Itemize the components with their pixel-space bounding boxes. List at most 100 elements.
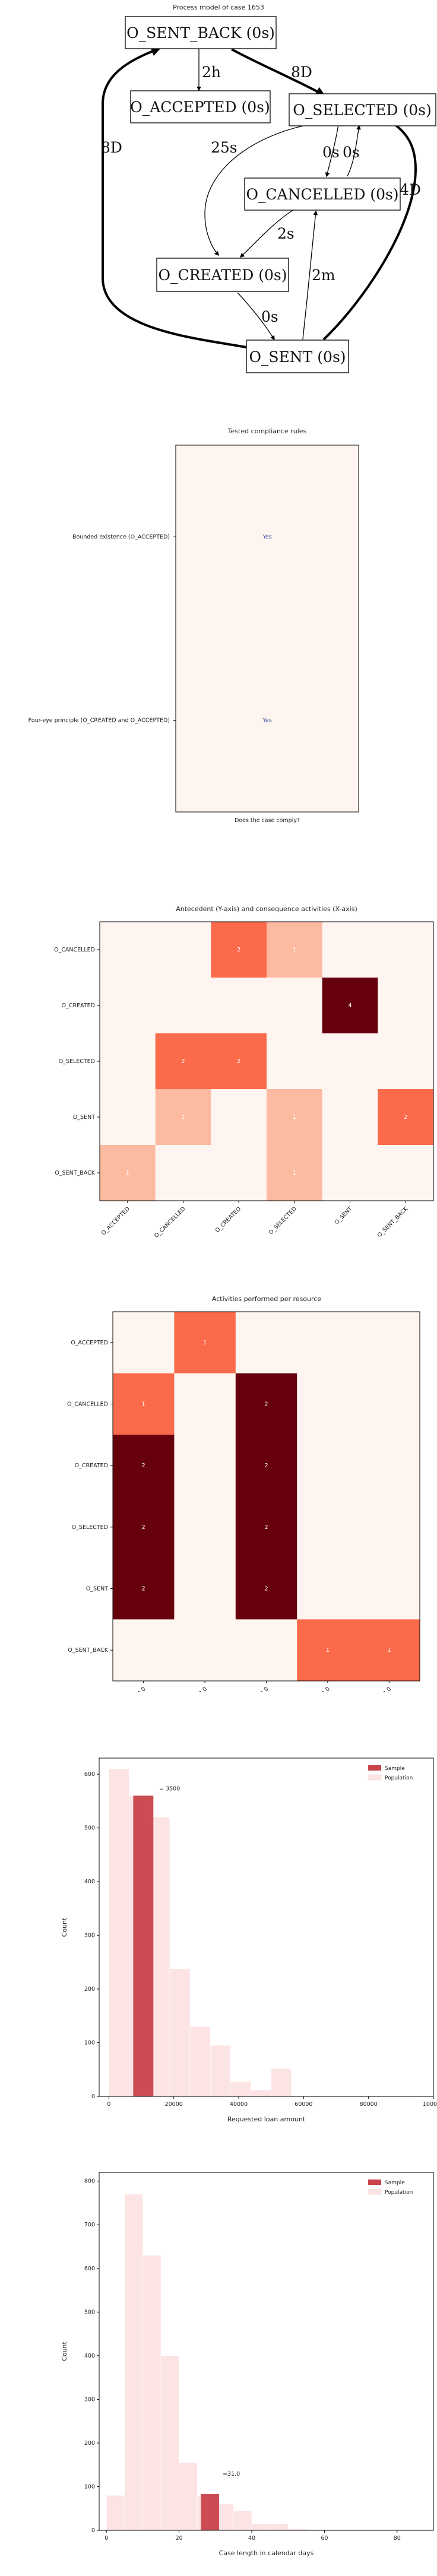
heatmap-cell [358, 1373, 420, 1435]
legend-swatch-sample [368, 2180, 381, 2185]
cell-value: 1 [142, 1401, 145, 1408]
heatmap-cell [297, 1312, 359, 1374]
heatmap-cell [211, 1145, 267, 1201]
edge-sent-sentback [102, 47, 247, 348]
x-axis-label: Does the case comply? [235, 817, 300, 824]
cell-value: Yes [262, 718, 271, 724]
y-tick-label: O_SELECTED [72, 1524, 108, 1531]
x-tick-label: O_ACCEPTED [100, 1205, 131, 1236]
plot-area [175, 445, 359, 813]
x-tick-label: 0 [107, 2101, 110, 2108]
x-tick-label: O_CANCELLED [153, 1205, 187, 1239]
process-model-graph: Process model of case 1653 2h 8D 8D 25s … [101, 4, 436, 373]
heatmap-cell [113, 1312, 175, 1374]
y-tick-label: 200 [84, 2440, 95, 2447]
y-tick-label: O_SENT_BACK [55, 1170, 95, 1176]
node-sent[interactable]: O_SENT (0s) [246, 340, 349, 373]
edge-cancelled-selected [347, 125, 361, 177]
heatmap-cell [235, 1312, 297, 1374]
legend-label-sample: Sample [385, 1766, 405, 1772]
loan-amount-histogram: 0 20000 40000 60000 80000 100000 0 100 200 300 400… [61, 1757, 437, 2123]
node-sentback[interactable]: O_SENT_BACK (0s) [125, 16, 277, 49]
y-tick-label: O_SENT [86, 1586, 108, 1592]
population-bar [106, 2495, 125, 2531]
x-tick-label: 20 [176, 2535, 183, 2542]
x-tick-label: 11203.0 [310, 1686, 331, 1692]
heatmap-cell [100, 922, 156, 978]
node-selected[interactable]: O_SELECTED (0s) [289, 93, 436, 126]
edge-label: 0s [343, 144, 360, 161]
sample-bar [201, 2493, 219, 2530]
heatmap-cell [100, 1033, 156, 1090]
edge-created-sent [237, 292, 275, 341]
node-cancelled[interactable]: O_CANCELLED (0s) [244, 177, 401, 211]
heatmap-cell [211, 1033, 267, 1090]
x-tick-label: 40 [248, 2535, 255, 2542]
heatmap-cell [235, 1619, 297, 1682]
cell-value: 2 [264, 1586, 268, 1592]
y-tick-label: 700 [84, 2222, 95, 2228]
heatmap-cell [100, 978, 156, 1034]
heatmap-cell [100, 1089, 156, 1146]
heatmap-cell [155, 978, 211, 1034]
y-tick-label: O_CREATED [75, 1463, 108, 1469]
edge-label: 2h [202, 64, 221, 81]
x-tick-label: O_SENT_BACK [376, 1205, 410, 1239]
x-tick-label: O_SENT [334, 1205, 354, 1226]
y-tick-label: O_CANCELLED [67, 1401, 108, 1408]
cell-value: 1 [203, 1340, 207, 1346]
heatmap-cell [378, 1033, 434, 1090]
edge-sent-selected [322, 118, 417, 341]
edge-sent-cancelled [302, 210, 318, 340]
heatmap-cell [235, 1496, 297, 1559]
population-bar [271, 2068, 292, 2097]
edge-label: 25s [211, 139, 238, 156]
node-accepted[interactable]: O_ACCEPTED (0s) [130, 90, 271, 123]
heatmap-cell [113, 1557, 175, 1620]
heatmap-cell [174, 1435, 236, 1497]
edge-label: 2m [312, 267, 335, 284]
heatmap-cell [174, 1312, 236, 1374]
cell-value: 2 [142, 1524, 145, 1531]
y-tick-label: O_SELECTED [59, 1058, 95, 1065]
heatmap-cell [297, 1435, 359, 1497]
heatmap-cell [211, 922, 267, 978]
dfg-nodes: O_SENT_BACK (0s) O_ACCEPTED (0s) O_SELEC… [125, 16, 436, 373]
population-bar [169, 1968, 191, 2097]
y-tick-label: O_ACCEPTED [71, 1340, 108, 1346]
x-tick-label: 10972.0 [372, 1686, 393, 1692]
population-bar [233, 2510, 252, 2531]
heatmap-cell [378, 1145, 434, 1201]
x-tick-label: 100000 [423, 2101, 437, 2108]
population-bar [251, 2089, 271, 2097]
row-label: Bounded existence (O_ACCEPTED) [72, 534, 170, 541]
x-tick-label: O_CREATED [214, 1205, 243, 1234]
y-tick-label: 100 [84, 2483, 95, 2490]
node-created[interactable]: O_CREATED (0s) [156, 258, 289, 292]
cell-value: 1 [181, 1114, 185, 1121]
heatmap-cell [211, 1089, 267, 1146]
node-label: O_ACCEPTED (0s) [130, 99, 270, 116]
edge-label: 8D [291, 64, 312, 81]
dfg-edge-labels: 2h 8D 8D 25s 0s 0s 2s 0s 2m 4D [101, 64, 421, 325]
heatmap-cell [267, 922, 323, 978]
heatmap-cell [235, 1373, 297, 1435]
node-label: O_CANCELLED (0s) [246, 186, 398, 203]
legend-label-population: Population [385, 2190, 413, 2196]
heatmap-cell [358, 1312, 420, 1374]
population-bar [251, 2523, 270, 2531]
y-tick-label: 600 [84, 2266, 95, 2272]
heatmap-cell [358, 1435, 420, 1497]
heatmap-cell [113, 1373, 175, 1435]
heatmap-cell [297, 1373, 359, 1435]
legend-label-population: Population [385, 1775, 413, 1781]
y-tick-label: O_CANCELLED [54, 947, 95, 953]
y-tick-label: 300 [84, 1933, 95, 1939]
cell-value: 1 [293, 1114, 296, 1121]
cell-value: 2 [264, 1401, 268, 1408]
heatmap-cell [211, 978, 267, 1034]
edge-label: 0s [261, 308, 278, 325]
node-label: O_CREATED (0s) [158, 267, 287, 284]
y-axis-label: Count [61, 1917, 68, 1937]
